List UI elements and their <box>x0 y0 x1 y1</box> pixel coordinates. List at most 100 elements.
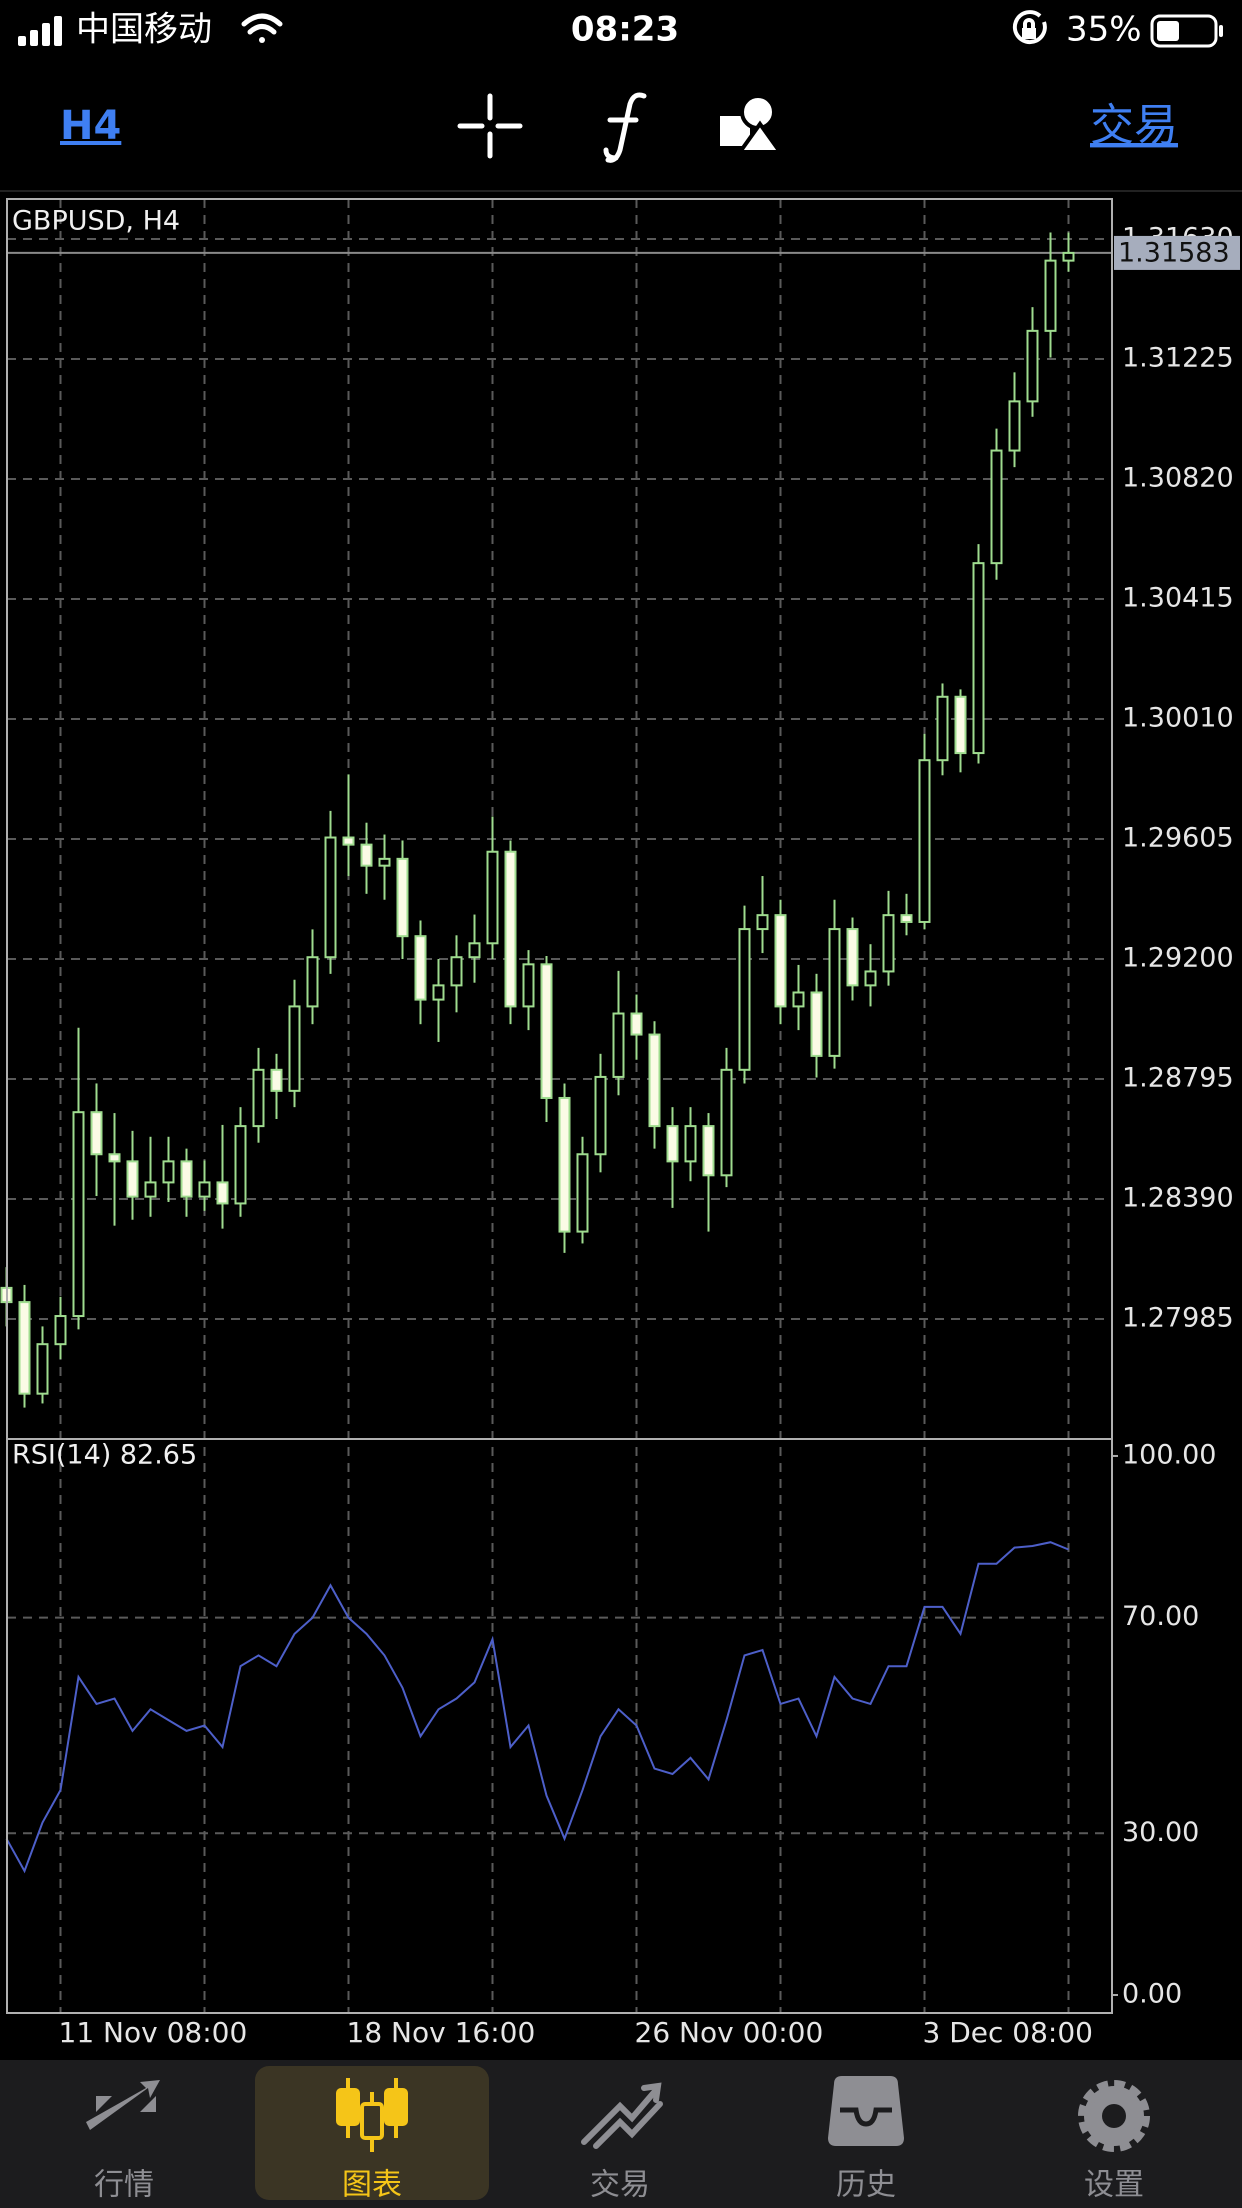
candle-body <box>576 1153 589 1233</box>
candle-body <box>954 695 967 755</box>
y-tick-label: 1.28795 <box>1122 1063 1234 1094</box>
rotation-lock-icon <box>1012 10 1047 45</box>
rsi-line <box>5 1541 1069 1874</box>
tab-bar <box>0 2060 1242 2208</box>
candle-body <box>360 843 373 867</box>
y-tick-label: 1.31225 <box>1122 343 1234 374</box>
candle-body <box>450 956 463 987</box>
candle-body <box>558 1096 571 1233</box>
battery-icon <box>1150 14 1223 48</box>
candle-body <box>216 1181 229 1205</box>
candle-body <box>162 1160 175 1184</box>
x-tick-label: 3 Dec 08:00 <box>923 2016 1094 2049</box>
candle-body <box>144 1181 157 1198</box>
y-tick-label: 100.00 <box>1122 1439 1216 1470</box>
candle-body <box>486 850 499 945</box>
x-tick-label: 26 Nov 00:00 <box>635 2016 824 2049</box>
y-tick-label: 1.29605 <box>1122 823 1234 854</box>
x-tick-label: 11 Nov 08:00 <box>59 2016 248 2049</box>
candle-body <box>270 1068 283 1092</box>
tab-label[interactable]: 历史 <box>836 2168 896 2203</box>
candle-body <box>180 1160 193 1198</box>
tab-label[interactable]: 交易 <box>590 2168 650 2203</box>
tab-icons <box>86 2076 1150 2152</box>
candle-body <box>306 956 319 1008</box>
battery-percent: 35% <box>1066 10 1142 50</box>
crosshair-button[interactable] <box>457 93 523 159</box>
candle-body <box>792 991 805 1008</box>
chart-title: GBPUSD, H4 <box>12 206 180 237</box>
timeframe-button[interactable]: H4 <box>60 103 121 149</box>
candle-body <box>504 850 517 1008</box>
candle-body <box>882 914 895 973</box>
candle-body <box>324 836 337 959</box>
candle-body <box>918 759 931 923</box>
candle-body <box>900 914 913 923</box>
y-tick-label: 1.29200 <box>1122 943 1234 974</box>
candle-body <box>846 928 859 987</box>
candle-body <box>90 1111 103 1156</box>
y-tick-label: 70.00 <box>1122 1601 1199 1632</box>
candle-body <box>666 1125 679 1163</box>
tab-label[interactable]: 设置 <box>1084 2168 1144 2203</box>
candle-body <box>234 1125 247 1205</box>
candle-body <box>432 984 445 1001</box>
candle-body <box>756 914 769 931</box>
history-icon <box>828 2076 904 2146</box>
candle-body <box>414 935 427 1001</box>
y-tick-label: 30.00 <box>1122 1817 1199 1848</box>
candle-body <box>1044 259 1057 332</box>
candle-body <box>630 1012 643 1036</box>
current-price-label: 1.31583 <box>1118 237 1230 268</box>
candle-body <box>720 1068 733 1177</box>
candle-body <box>126 1160 139 1198</box>
candle-body <box>702 1125 715 1177</box>
tab-label[interactable]: 图表 <box>342 2168 402 2203</box>
candle-body <box>684 1125 697 1163</box>
trade-icon <box>581 2082 663 2149</box>
candle-body <box>828 928 841 1057</box>
candle-body <box>1008 400 1021 452</box>
candle-body <box>648 1033 661 1128</box>
y-tick-label: 1.27985 <box>1122 1303 1234 1334</box>
candle-body <box>540 963 553 1099</box>
trade-button[interactable]: 交易 <box>1090 100 1178 151</box>
y-tick-label: 1.28390 <box>1122 1183 1234 1214</box>
candle-body <box>864 970 877 987</box>
candle-body <box>936 695 949 762</box>
candle-body <box>774 914 787 1008</box>
candle-body <box>54 1315 67 1346</box>
x-tick-label: 18 Nov 16:00 <box>347 2016 536 2049</box>
candle-body <box>810 991 823 1057</box>
candle-body <box>252 1068 265 1128</box>
chart-frame <box>6 198 1113 2014</box>
carrier: 中国移动 <box>76 10 212 50</box>
candle-body <box>18 1301 31 1395</box>
candle-body <box>612 1012 625 1078</box>
candle-body <box>468 942 481 959</box>
candle-body <box>990 449 1003 565</box>
y-tick-label: 1.30415 <box>1122 583 1234 614</box>
candle-body <box>738 928 751 1071</box>
signal-icon <box>18 16 62 46</box>
chart-icon <box>336 2078 408 2152</box>
candle-body <box>198 1181 211 1198</box>
candle-body <box>972 562 985 755</box>
wifi-icon <box>241 13 283 43</box>
candle-body <box>522 963 535 1008</box>
candle-body <box>594 1075 607 1156</box>
y-tick-label: 0.00 <box>1122 1978 1182 2009</box>
candle-body <box>1026 329 1039 403</box>
candle-body <box>108 1153 121 1163</box>
candle-body <box>36 1343 49 1395</box>
chart-area: 11 Nov 08:00 18 Nov 16:00 26 Nov 00:00 3 De… <box>0 198 1240 2049</box>
candle-body <box>288 1005 301 1092</box>
current-price-box <box>1114 235 1240 270</box>
objects-button[interactable] <box>720 94 784 154</box>
tab-label[interactable]: 行情 <box>94 2168 154 2203</box>
candle-body <box>396 857 409 938</box>
indicators-button[interactable] <box>603 92 647 163</box>
candle-body <box>378 857 391 867</box>
